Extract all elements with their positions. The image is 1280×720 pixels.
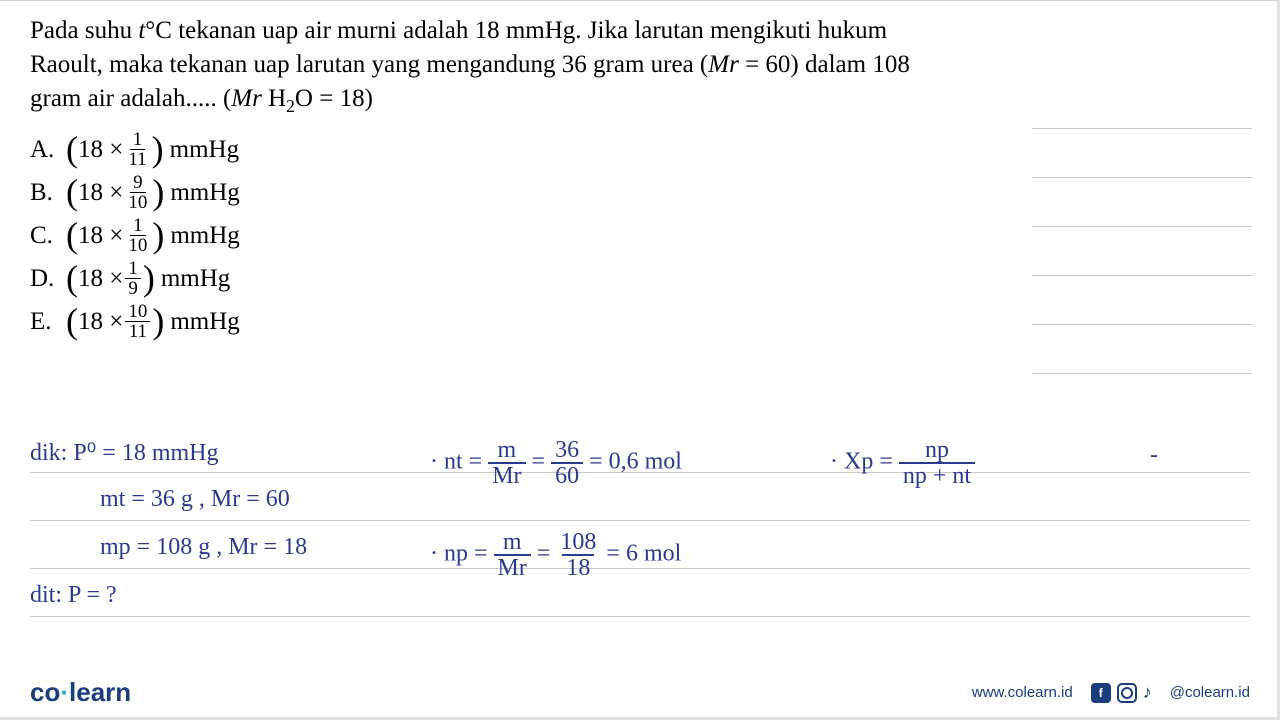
question-text: Pada suhu t°C tekanan uap air murni adal… xyxy=(30,14,1250,118)
option-unit: mmHg xyxy=(170,222,239,250)
rule-line xyxy=(1032,373,1252,374)
brand-logo: co·learn xyxy=(30,677,131,708)
footer-right: www.colearn.id f ♪ @colearn.id xyxy=(972,682,1250,703)
rule-line xyxy=(1032,324,1252,325)
q-h2o: H xyxy=(262,85,286,112)
option-label: B. xyxy=(30,179,66,207)
fraction: 910 xyxy=(125,173,150,212)
rule-line xyxy=(1032,275,1252,276)
q-mrval: = 60) dalam 108 xyxy=(739,51,910,78)
hw-mp: mp = 108 g , Mr = 18 xyxy=(100,534,307,561)
paren-open: ( xyxy=(66,135,78,164)
top-border xyxy=(0,0,1280,1)
hw-nt: · nt = mMr = 3660 = 0,6 mol xyxy=(430,438,682,488)
footer-handle: @colearn.id xyxy=(1170,684,1250,701)
paren-open: ( xyxy=(66,264,78,293)
instagram-icon xyxy=(1117,683,1137,703)
rule-line xyxy=(1032,128,1252,129)
logo-part2: learn xyxy=(69,677,131,707)
rule-line xyxy=(1032,177,1252,178)
option-base: 18 × xyxy=(78,308,123,336)
logo-part1: co xyxy=(30,677,60,707)
option-label: C. xyxy=(30,222,66,250)
hw-dash: - xyxy=(1150,442,1158,469)
paren-open: ( xyxy=(66,221,78,250)
footer-url: www.colearn.id xyxy=(972,684,1073,701)
hw-eq: = xyxy=(532,449,546,475)
facebook-icon: f xyxy=(1091,683,1111,703)
option-unit: mmHg xyxy=(170,136,239,164)
hw-frac: 10818 xyxy=(556,530,600,580)
option-label: E. xyxy=(30,308,66,336)
paren-close: ) xyxy=(152,307,164,336)
paren-open: ( xyxy=(66,178,78,207)
option-unit: mmHg xyxy=(170,308,239,336)
option-label: D. xyxy=(30,265,66,293)
paren-close: ) xyxy=(152,221,164,250)
hw-res: = 0,6 mol xyxy=(589,449,682,475)
rule-line xyxy=(1032,226,1252,227)
option-base: 18 × xyxy=(78,222,123,250)
rule-line xyxy=(30,616,1250,617)
q-line3-pre: gram air adalah..... ( xyxy=(30,85,231,112)
hw-frac: mMr xyxy=(488,438,525,488)
option-base: 18 × xyxy=(78,136,123,164)
hw-dik: dik: P⁰ = 18 mmHg xyxy=(30,438,219,467)
q-line1-pre: Pada suhu xyxy=(30,17,138,44)
q-mr: Mr xyxy=(708,51,739,78)
option-unit: mmHg xyxy=(161,265,230,293)
fraction: 19 xyxy=(125,259,141,298)
rule-line xyxy=(30,520,1250,521)
social-icons: f ♪ xyxy=(1091,682,1152,703)
hw-xp: · Xp = npnp + nt xyxy=(830,438,975,488)
q-line1-post: °C tekanan uap air murni adalah 18 mmHg.… xyxy=(145,17,887,44)
option-unit: mmHg xyxy=(170,179,239,207)
q-sub: 2 xyxy=(286,96,295,116)
hw-eq: = xyxy=(537,541,551,567)
fraction: 111 xyxy=(125,130,149,169)
fraction: 1011 xyxy=(125,302,150,341)
fraction: 110 xyxy=(125,216,150,255)
hw-np-label: · np = xyxy=(430,541,488,567)
option-label: A. xyxy=(30,136,66,164)
hw-frac: npnp + nt xyxy=(899,438,975,488)
hw-np: · np = mMr = 10818 = 6 mol xyxy=(430,530,681,580)
option-base: 18 × xyxy=(78,179,123,207)
footer: co·learn www.colearn.id f ♪ @colearn.id xyxy=(0,677,1280,708)
paren-close: ) xyxy=(143,264,155,293)
q-line3-post: O = 18) xyxy=(295,85,373,112)
paren-close: ) xyxy=(152,135,164,164)
hw-xp-label: · Xp = xyxy=(830,449,893,475)
hw-res: = 6 mol xyxy=(606,541,681,567)
q-line2: Raoult, maka tekanan uap larutan yang me… xyxy=(30,51,708,78)
q-mr2: Mr xyxy=(231,85,262,112)
paren-close: ) xyxy=(152,178,164,207)
hw-mt: mt = 36 g , Mr = 60 xyxy=(100,486,290,513)
hw-frac: 3660 xyxy=(551,438,583,488)
hw-nt-label: · nt = xyxy=(430,449,482,475)
logo-dot: · xyxy=(60,677,69,707)
paren-open: ( xyxy=(66,307,78,336)
answer-lines xyxy=(1032,128,1252,422)
hw-frac: mMr xyxy=(494,530,531,580)
tiktok-icon: ♪ xyxy=(1143,682,1152,703)
handwriting-area: dik: P⁰ = 18 mmHg mt = 36 g , Mr = 60 mp… xyxy=(30,430,1250,660)
option-base: 18 × xyxy=(78,265,123,293)
hw-dit: dit: P = ? xyxy=(30,582,117,609)
